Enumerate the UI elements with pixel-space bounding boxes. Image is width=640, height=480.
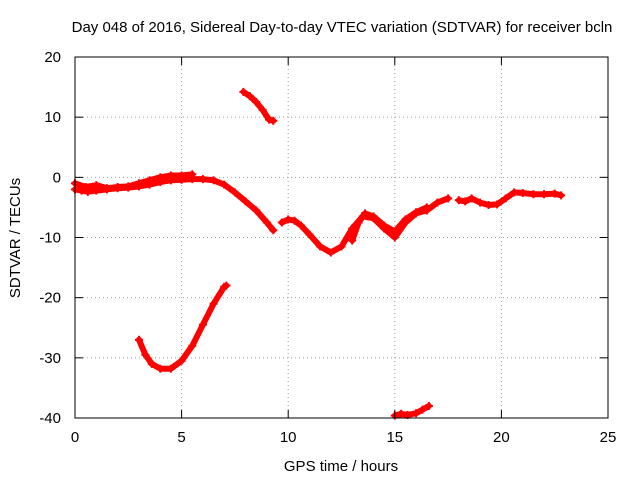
data-point bbox=[369, 212, 378, 221]
data-point bbox=[326, 248, 335, 257]
data-point bbox=[467, 194, 476, 203]
x-tick-labels: 0 5 10 15 20 25 bbox=[71, 429, 617, 446]
data-point bbox=[354, 218, 363, 227]
data-point bbox=[444, 194, 453, 203]
data-point bbox=[166, 364, 175, 373]
data-point bbox=[113, 183, 122, 191]
y-tick-label: 20 bbox=[44, 49, 61, 66]
data-point bbox=[145, 176, 154, 185]
data-point bbox=[198, 175, 207, 184]
data-point bbox=[252, 98, 261, 107]
data-point bbox=[156, 364, 165, 373]
data-point bbox=[135, 179, 143, 188]
y-tick-label: -30 bbox=[39, 350, 61, 367]
data-point bbox=[81, 183, 90, 191]
data-point bbox=[380, 221, 389, 230]
data-point bbox=[297, 221, 305, 230]
data-point bbox=[177, 356, 186, 365]
x-tick-label: 10 bbox=[280, 429, 297, 446]
data-point bbox=[277, 218, 286, 227]
data-point bbox=[348, 236, 357, 245]
x-tick-label: 25 bbox=[600, 429, 617, 446]
data-point bbox=[501, 194, 510, 203]
data-point bbox=[284, 215, 293, 224]
data-point bbox=[412, 409, 421, 418]
x-tick-label: 20 bbox=[493, 429, 510, 446]
y-tick-label: 0 bbox=[53, 169, 61, 186]
data-point bbox=[239, 87, 248, 96]
data-point bbox=[418, 405, 427, 414]
data-point bbox=[269, 226, 278, 235]
data-point bbox=[209, 299, 218, 308]
data-point bbox=[209, 176, 218, 185]
series-line-arc-2 bbox=[278, 207, 430, 256]
data-point bbox=[424, 402, 433, 410]
data-point bbox=[156, 173, 165, 182]
data-point bbox=[510, 188, 519, 197]
data-series bbox=[71, 87, 566, 420]
chart-title: Day 048 of 2016, Sidereal Day-to-day VTE… bbox=[72, 19, 613, 36]
data-point bbox=[188, 341, 197, 350]
data-point bbox=[484, 201, 493, 209]
data-point bbox=[550, 189, 559, 198]
data-point bbox=[252, 206, 261, 215]
data-point bbox=[222, 281, 231, 290]
data-point bbox=[135, 335, 143, 344]
data-point bbox=[147, 359, 156, 368]
series-line-arc-6 bbox=[136, 282, 230, 372]
data-point bbox=[461, 197, 470, 206]
data-point bbox=[230, 188, 239, 197]
data-point bbox=[241, 197, 250, 206]
data-point bbox=[265, 115, 273, 124]
data-point bbox=[188, 170, 197, 179]
y-axis-label: SDTVAR / TECUs bbox=[7, 178, 24, 298]
data-point bbox=[166, 171, 175, 180]
y-tick-label: -20 bbox=[39, 290, 61, 307]
axis-ticks bbox=[74, 56, 609, 419]
data-point bbox=[198, 320, 207, 329]
data-point bbox=[220, 180, 229, 189]
x-tick-label: 5 bbox=[177, 429, 185, 446]
data-point bbox=[493, 200, 502, 209]
data-point bbox=[141, 350, 150, 359]
data-point bbox=[401, 215, 410, 224]
data-point bbox=[397, 409, 406, 418]
x-axis-label: GPS time / hours bbox=[284, 458, 398, 475]
data-point bbox=[476, 198, 485, 207]
data-point bbox=[258, 105, 267, 114]
data-point bbox=[92, 181, 101, 190]
y-tick-label: -10 bbox=[39, 230, 61, 247]
y-tick-labels: -40 -30 -20 -10 0 10 20 bbox=[39, 49, 61, 427]
data-point bbox=[361, 209, 369, 218]
data-point bbox=[124, 182, 133, 191]
data-point bbox=[557, 191, 566, 200]
x-tick-label: 15 bbox=[386, 429, 403, 446]
data-point bbox=[529, 190, 538, 199]
data-point bbox=[316, 242, 325, 251]
data-point bbox=[262, 218, 271, 227]
data-point bbox=[454, 196, 463, 205]
data-point bbox=[103, 184, 111, 193]
data-point bbox=[518, 189, 527, 197]
y-tick-label: 10 bbox=[44, 109, 61, 126]
data-point bbox=[540, 190, 548, 199]
data-point bbox=[412, 208, 421, 217]
data-point bbox=[290, 216, 299, 225]
data-point bbox=[245, 92, 254, 101]
data-point bbox=[177, 171, 186, 180]
data-point bbox=[305, 230, 314, 239]
y-tick-label: -40 bbox=[39, 410, 61, 427]
data-point bbox=[337, 242, 346, 251]
data-point bbox=[433, 198, 442, 207]
x-tick-label: 0 bbox=[71, 429, 79, 446]
data-point bbox=[422, 206, 431, 215]
data-point bbox=[390, 227, 399, 236]
data-point bbox=[269, 116, 278, 125]
